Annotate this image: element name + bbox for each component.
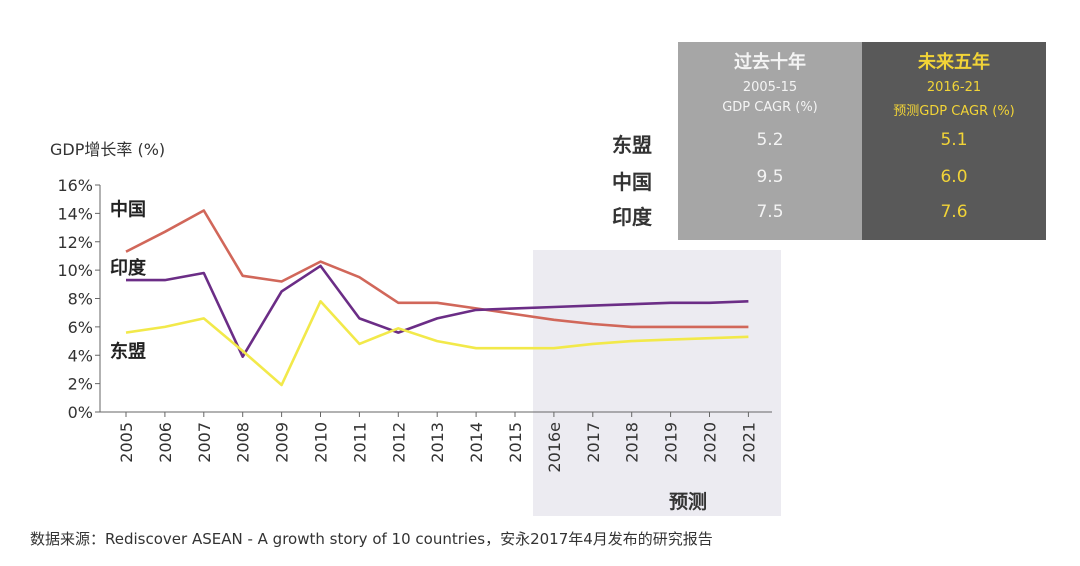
y-tick-label: 10% <box>57 261 93 280</box>
series-label: 印度 <box>110 257 147 279</box>
x-tick-label: 2010 <box>312 422 331 463</box>
y-tick-label: 0% <box>68 403 93 422</box>
past-column-period: 2005-15 <box>742 80 798 95</box>
future-column-period: 2016-21 <box>926 80 982 95</box>
forecast-label: 预测 <box>669 491 707 513</box>
past-value-asean: 5.2 <box>756 130 784 150</box>
past-value-china: 9.5 <box>756 167 784 187</box>
x-tick-label: 2018 <box>623 422 642 463</box>
y-tick-label: 8% <box>68 290 93 309</box>
row-label-india: 印度 <box>612 205 652 229</box>
row-label-china: 中国 <box>612 170 652 194</box>
x-tick-layer: 2005 2006 2007 2008 2009 2010 2011 2012 2013 2014… <box>117 412 758 473</box>
future-value-china: 6.0 <box>940 167 968 187</box>
series-label: 东盟 <box>110 341 146 363</box>
x-tick-label: 2012 <box>389 422 408 463</box>
y-tick-label: 4% <box>68 346 93 365</box>
y-tick-label: 14% <box>57 204 93 223</box>
future-column-metric: 预测GDP CAGR (%) <box>893 104 1015 119</box>
y-tick-label: 6% <box>68 318 93 337</box>
forecast-region-band <box>533 250 781 516</box>
future-value-asean: 5.1 <box>940 130 968 150</box>
x-tick-label: 2019 <box>662 422 681 463</box>
x-tick-label: 2006 <box>156 422 175 463</box>
x-tick-label: 2005 <box>117 422 136 463</box>
x-tick-label: 2015 <box>506 422 525 463</box>
y-tick-label: 2% <box>68 375 93 394</box>
source-note: 数据来源：Rediscover ASEAN - A growth story o… <box>30 530 713 548</box>
future-column-title: 未来五年 <box>918 52 990 73</box>
series-layer <box>125 209 749 387</box>
x-tick-label: 2008 <box>234 422 253 463</box>
x-tick-label: 2014 <box>467 422 486 463</box>
y-tick-label: 12% <box>57 233 93 252</box>
y-tick-label: 16% <box>57 176 93 195</box>
series-line-东盟 <box>125 299 749 387</box>
x-tick-label: 2021 <box>739 422 758 463</box>
past-value-india: 7.5 <box>756 202 784 222</box>
series-line-印度 <box>126 264 749 359</box>
x-tick-label: 2009 <box>273 422 292 463</box>
series-line-中国 <box>125 209 749 329</box>
y-axis-label: GDP增长率 (%) <box>50 140 166 159</box>
x-tick-label: 2016e <box>545 422 564 473</box>
cagr-summary-table: 过去十年 2005-15 GDP CAGR (%) 5.2 9.5 7.5 未来… <box>678 42 1046 240</box>
series-label: 中国 <box>110 199 146 221</box>
past-decade-column: 过去十年 2005-15 GDP CAGR (%) 5.2 9.5 7.5 <box>678 42 862 240</box>
x-tick-label: 2020 <box>701 422 720 463</box>
next-five-years-column: 未来五年 2016-21 预测GDP CAGR (%) 5.1 6.0 7.6 <box>862 42 1046 240</box>
x-tick-label: 2011 <box>350 422 369 463</box>
past-column-title: 过去十年 <box>734 52 806 73</box>
x-tick-label: 2013 <box>428 422 447 463</box>
x-tick-label: 2007 <box>195 422 214 463</box>
row-label-asean: 东盟 <box>612 133 652 157</box>
x-tick-label: 2017 <box>584 422 603 463</box>
future-value-india: 7.6 <box>940 202 968 222</box>
past-column-metric: GDP CAGR (%) <box>722 100 818 115</box>
y-tick-layer: 0% 2% 4% 6% 8% 10% 12% 14% 16% <box>57 176 100 422</box>
